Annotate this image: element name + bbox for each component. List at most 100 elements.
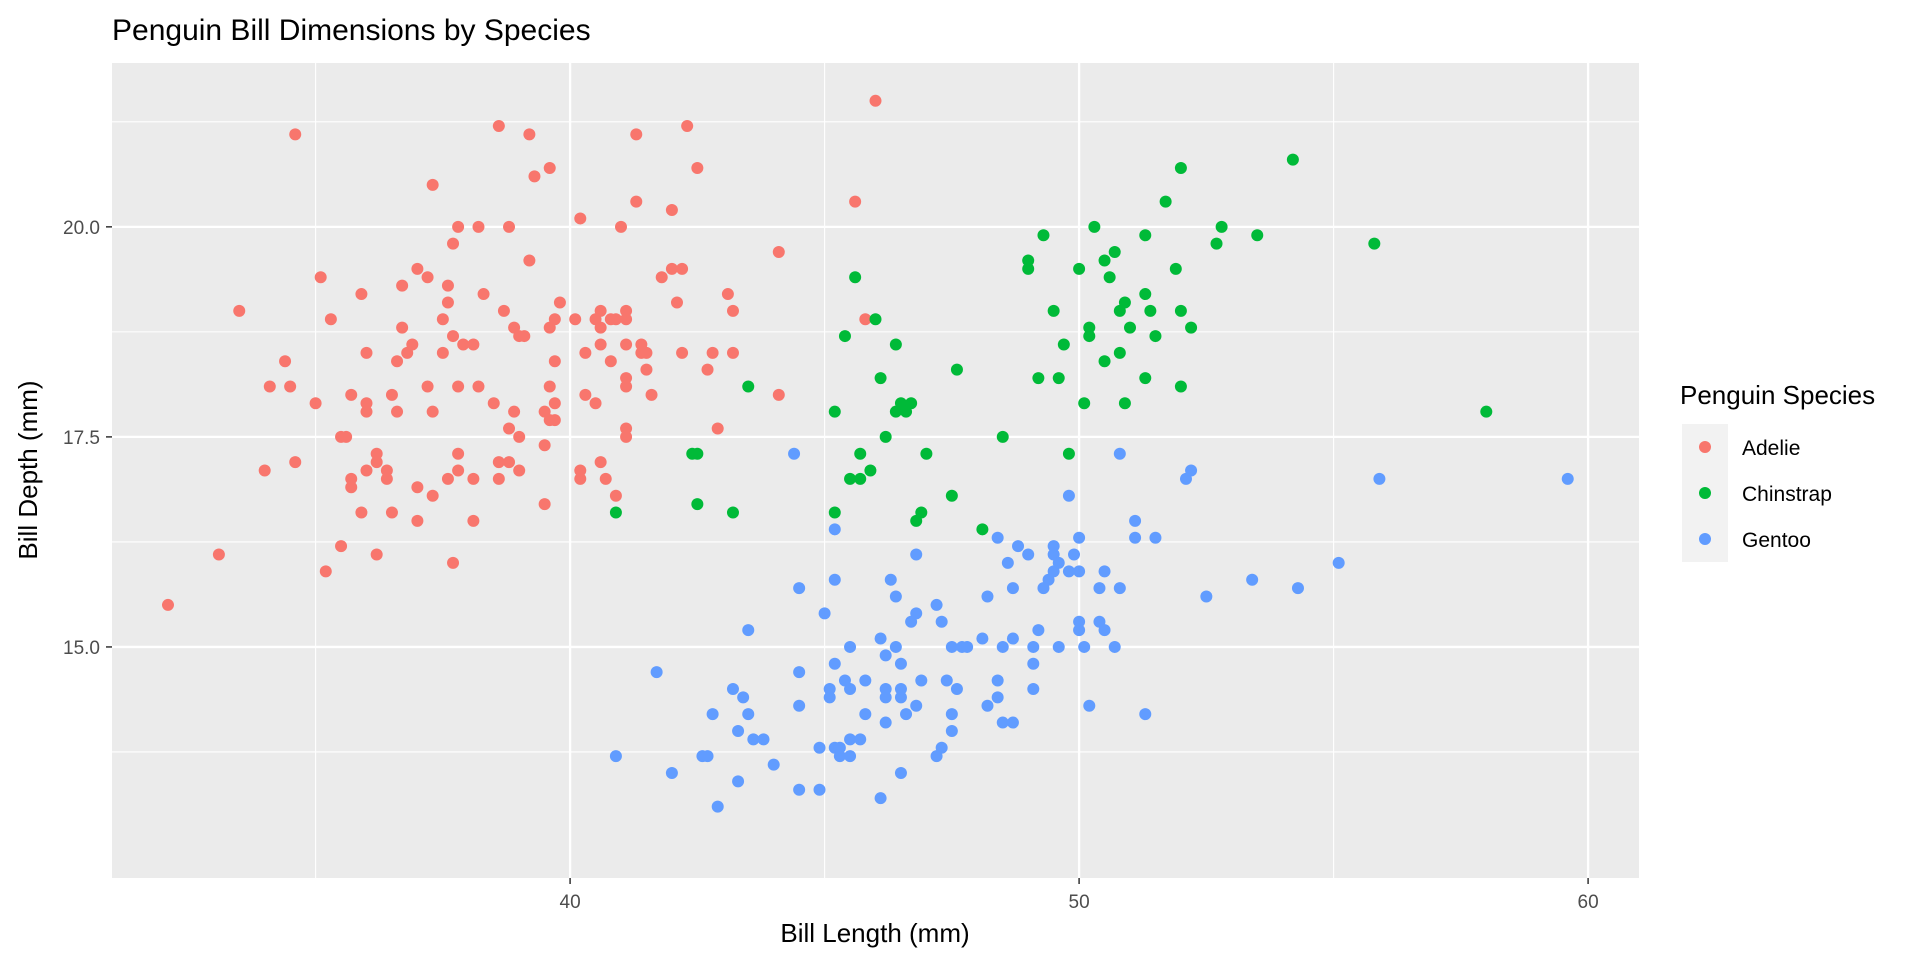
data-point — [844, 750, 857, 763]
data-point — [421, 271, 434, 284]
data-point — [884, 573, 897, 586]
data-point — [1200, 590, 1213, 603]
x-axis: 40 50 60 — [560, 878, 1599, 913]
data-point — [1210, 237, 1223, 250]
data-point — [523, 128, 536, 141]
data-point — [1332, 556, 1345, 569]
data-point — [910, 607, 923, 620]
data-point — [513, 464, 526, 477]
data-point — [630, 195, 643, 208]
data-point — [833, 750, 846, 763]
data-point — [869, 313, 882, 326]
data-point — [345, 481, 358, 494]
data-point — [1286, 153, 1299, 166]
data-point — [1185, 464, 1198, 477]
data-point — [665, 766, 678, 779]
data-point — [477, 288, 490, 301]
data-point — [604, 355, 617, 368]
data-point — [513, 430, 526, 443]
data-point — [772, 246, 785, 259]
data-point — [935, 741, 948, 754]
series-gentoo — [609, 447, 1574, 813]
data-point — [665, 204, 678, 217]
data-point — [879, 691, 892, 704]
data-point — [609, 506, 622, 519]
data-point — [1174, 304, 1187, 317]
data-point — [543, 162, 556, 175]
data-point — [452, 464, 465, 477]
data-point — [335, 540, 348, 553]
data-point — [849, 271, 862, 284]
x-tick-label: 50 — [1069, 892, 1090, 913]
data-point — [1118, 397, 1131, 410]
data-point — [355, 288, 368, 301]
data-point — [823, 682, 836, 695]
data-point — [1027, 640, 1040, 653]
data-point — [1144, 304, 1157, 317]
data-point — [869, 94, 882, 107]
data-point — [360, 346, 373, 359]
data-point — [1373, 472, 1386, 485]
data-point — [1139, 229, 1152, 242]
data-point — [991, 691, 1004, 704]
series-adelie — [161, 94, 882, 611]
data-point — [879, 430, 892, 443]
data-point — [1098, 565, 1111, 578]
data-point — [441, 296, 454, 309]
data-point — [1093, 582, 1106, 595]
data-point — [1052, 640, 1065, 653]
data-point — [1006, 582, 1019, 595]
data-point — [793, 699, 806, 712]
data-point — [676, 346, 689, 359]
data-point — [1052, 556, 1065, 569]
data-point — [380, 464, 393, 477]
data-point — [1027, 657, 1040, 670]
data-point — [879, 682, 892, 695]
legend-marker — [1699, 533, 1711, 545]
data-point — [1083, 699, 1096, 712]
data-point — [467, 514, 480, 527]
data-point — [726, 682, 739, 695]
data-point — [838, 330, 851, 343]
data-point — [1073, 615, 1086, 628]
x-tick-label: 40 — [560, 892, 581, 913]
data-point — [447, 556, 460, 569]
data-point — [813, 783, 826, 796]
data-point — [879, 649, 892, 662]
data-point — [1037, 229, 1050, 242]
data-point — [1032, 624, 1045, 637]
data-point — [1022, 548, 1035, 561]
data-point — [1368, 237, 1381, 250]
data-point — [1073, 531, 1086, 544]
data-point — [441, 279, 454, 292]
data-point — [569, 313, 582, 326]
data-point — [844, 682, 857, 695]
data-point — [691, 162, 704, 175]
data-point — [1215, 220, 1228, 233]
data-point — [594, 304, 607, 317]
data-point — [767, 758, 780, 771]
data-point — [1073, 262, 1086, 275]
data-point — [742, 624, 755, 637]
data-point — [1032, 372, 1045, 385]
data-point — [910, 548, 923, 561]
data-point — [620, 430, 633, 443]
y-tick-label: 20.0 — [63, 218, 100, 239]
data-point — [844, 640, 857, 653]
data-point — [711, 422, 724, 435]
data-point — [436, 346, 449, 359]
data-point — [370, 548, 383, 561]
data-point — [910, 699, 923, 712]
data-point — [161, 598, 174, 611]
data-point — [793, 582, 806, 595]
data-point — [874, 632, 887, 645]
data-point — [279, 355, 292, 368]
data-point — [548, 414, 561, 427]
data-point — [436, 313, 449, 326]
data-point — [961, 640, 974, 653]
data-point — [426, 178, 439, 191]
data-point — [1098, 624, 1111, 637]
data-point — [1139, 372, 1152, 385]
chart-title: Penguin Bill Dimensions by Species — [112, 14, 591, 47]
